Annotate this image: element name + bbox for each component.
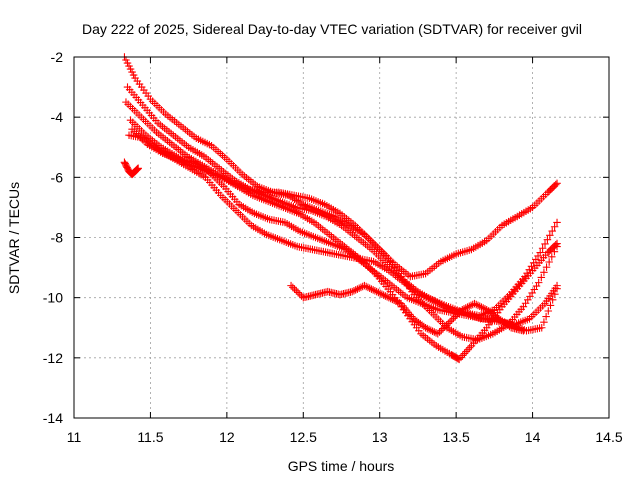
data-point bbox=[546, 301, 555, 310]
data-point bbox=[125, 62, 133, 70]
data-point bbox=[454, 354, 462, 363]
y-tick-label: -10 bbox=[43, 290, 63, 306]
plot-frame bbox=[73, 56, 610, 419]
data-point bbox=[553, 218, 561, 227]
data-point bbox=[551, 290, 559, 298]
data-point bbox=[548, 253, 556, 261]
chart-title: Day 222 of 2025, Sidereal Day-to-day VTE… bbox=[82, 21, 582, 37]
data-point bbox=[540, 318, 548, 326]
data-point bbox=[537, 273, 546, 282]
data-point bbox=[551, 241, 560, 249]
data-point bbox=[538, 244, 547, 252]
data-point bbox=[128, 68, 136, 76]
x-tick-label: 12 bbox=[219, 429, 235, 445]
data-markers bbox=[120, 53, 561, 364]
y-tick-label: -8 bbox=[51, 230, 64, 246]
data-point bbox=[548, 296, 557, 304]
data-point bbox=[553, 284, 561, 293]
data-point bbox=[536, 248, 544, 257]
data-point bbox=[543, 235, 552, 244]
data-point bbox=[519, 327, 528, 335]
x-tick-label: 13 bbox=[372, 429, 388, 445]
data-point bbox=[122, 56, 130, 64]
x-tick-label: 11 bbox=[67, 429, 82, 445]
y-tick-label: -12 bbox=[43, 350, 63, 366]
data-point bbox=[542, 312, 550, 321]
data-point bbox=[545, 258, 553, 266]
data-point bbox=[553, 239, 561, 248]
series-track-2 bbox=[123, 83, 561, 320]
data-point bbox=[134, 164, 142, 173]
x-tick-label: 11.5 bbox=[137, 429, 163, 445]
series-track-5 bbox=[128, 125, 561, 329]
data-point bbox=[537, 324, 546, 332]
x-tick-label: 13.5 bbox=[443, 429, 470, 445]
data-point bbox=[544, 307, 553, 315]
y-tick-label: -6 bbox=[51, 169, 64, 185]
data-point bbox=[550, 223, 559, 231]
x-tick-label: 14 bbox=[525, 429, 541, 445]
data-point bbox=[534, 278, 543, 287]
grid-lines bbox=[74, 57, 609, 418]
data-point bbox=[541, 240, 549, 248]
data-point bbox=[126, 65, 135, 73]
data-point bbox=[553, 179, 561, 188]
y-tick-label: -14 bbox=[43, 410, 63, 426]
data-point bbox=[129, 71, 138, 79]
data-point bbox=[123, 59, 132, 67]
series-track-8 bbox=[120, 158, 142, 179]
data-point bbox=[542, 263, 551, 271]
x-axis-ticks: 11 11.5 12 12.5 13 13.5 14 14.5 bbox=[67, 57, 623, 445]
x-tick-label: 12.5 bbox=[290, 429, 317, 445]
y-axis-label: SDTVAR / TECUs bbox=[6, 182, 22, 294]
data-point bbox=[548, 227, 556, 235]
data-point bbox=[546, 231, 554, 240]
data-point bbox=[540, 268, 548, 277]
x-tick-label: 14.5 bbox=[595, 429, 622, 445]
data-point bbox=[551, 180, 560, 189]
y-tick-label: -2 bbox=[51, 49, 64, 65]
series-track-7 bbox=[287, 281, 528, 338]
y-tick-label: -4 bbox=[51, 109, 64, 125]
x-axis-label: GPS time / hours bbox=[288, 458, 395, 474]
series-track-6 bbox=[125, 131, 561, 335]
series-track-4 bbox=[126, 116, 561, 364]
